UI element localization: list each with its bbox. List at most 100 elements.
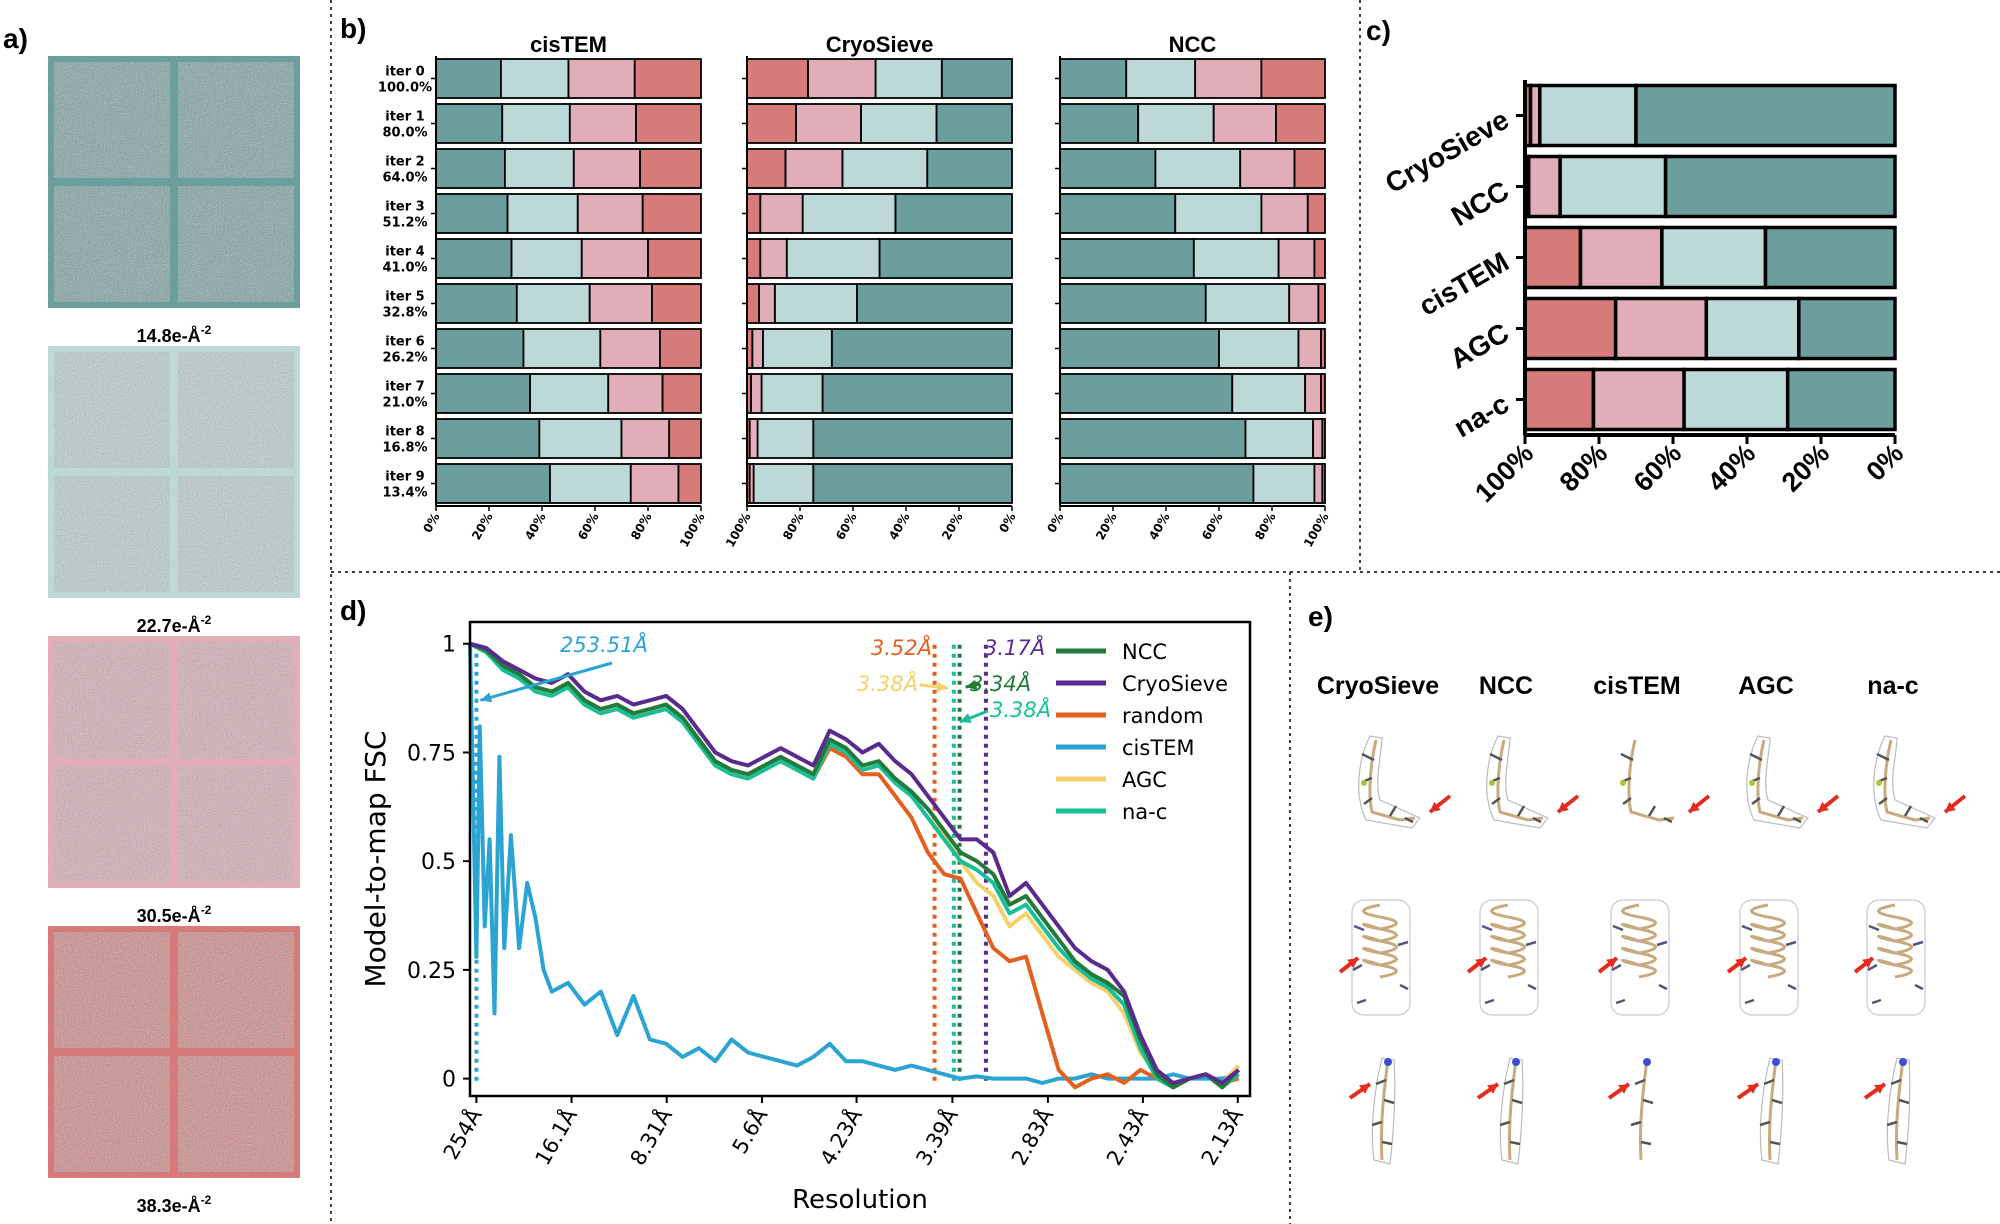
x-tick-label: 40% <box>1702 438 1761 497</box>
side-chains <box>1361 752 1414 824</box>
bar-segment <box>1320 373 1326 414</box>
red-arrow-head <box>1945 801 1956 812</box>
bar-segment <box>807 58 877 99</box>
panel-d-fsc-plot: 0 0.25 0.5 0.75 1 254Å 16.1Å 8.31Å 5.6Å 4.23Å 3.39… <box>359 620 1252 1215</box>
bar-segment <box>651 283 702 324</box>
bar-segment <box>1317 283 1326 324</box>
iteration-label: iter 4 <box>385 245 424 260</box>
annotation-random: 3.52Å <box>871 634 932 660</box>
bar-segment <box>841 148 929 189</box>
bar-segment <box>746 193 762 234</box>
y-tick-label: 0.25 <box>407 959 456 984</box>
iteration-label: iter 0 <box>385 65 424 80</box>
legend-label-na-c: na-c <box>1122 800 1167 824</box>
red-arrow-head <box>1359 1084 1370 1094</box>
side-chains <box>1749 752 1802 824</box>
panel-label-a: a) <box>3 23 28 54</box>
bar-segment <box>1059 103 1140 144</box>
y-axis-label: Model-to-map FSC <box>359 731 392 988</box>
density-mesh <box>1739 899 1799 1016</box>
method-title: CryoSieve <box>1317 672 1439 700</box>
bar-segment <box>677 463 702 504</box>
side-chains <box>1620 752 1673 824</box>
bar-segment <box>1591 367 1686 432</box>
x-tick-label: 0% <box>996 511 1018 536</box>
bar-segment <box>1125 58 1197 99</box>
bar-segment <box>746 238 762 279</box>
bar-segment <box>580 238 649 279</box>
side-chains <box>1489 752 1542 824</box>
bar-segment <box>1523 225 1583 290</box>
y-tick-label: 0 <box>442 1068 456 1093</box>
side-chains <box>1371 1078 1395 1146</box>
panel-label-e: e) <box>1308 601 1333 632</box>
side-chains <box>1759 1078 1783 1146</box>
x-tick-label: 20% <box>1093 511 1119 543</box>
bar-segment <box>1523 367 1596 432</box>
retention-label: 100.0% <box>378 81 432 96</box>
bar-segment <box>926 148 1013 189</box>
bar-segment <box>1558 154 1668 219</box>
legend-label-cistem: cisTEM <box>1122 736 1195 760</box>
x-tick-label: 100% <box>1301 511 1332 550</box>
bar-segment <box>746 58 809 99</box>
red-arrow-head <box>1430 801 1441 812</box>
bar-segment <box>1154 148 1242 189</box>
bar-segment <box>1613 296 1709 361</box>
bar-segment <box>576 193 644 234</box>
bar-segment <box>784 148 844 189</box>
bar-segment <box>435 418 541 459</box>
backbone-ribbon <box>1379 1059 1390 1161</box>
bar-segment <box>629 463 680 504</box>
density-mesh <box>1371 1057 1396 1165</box>
bar-segment <box>1218 328 1300 369</box>
bar-segment <box>1204 283 1291 324</box>
bar-segment <box>1275 103 1326 144</box>
bar-segment <box>1059 418 1247 459</box>
density-mesh <box>1486 735 1549 829</box>
backbone-ribbon <box>1368 739 1416 822</box>
bar-segment <box>773 283 858 324</box>
helix-ribbon <box>1877 903 1913 979</box>
density-mesh <box>1873 735 1936 829</box>
retention-label: 64.0% <box>382 171 427 186</box>
bar-segment <box>860 103 938 144</box>
bar-segment <box>620 418 671 459</box>
subplot-cistem: cisTEM 0% 20% 40% 60% 80% 100% <box>420 32 707 550</box>
legend-label-ncc: NCC <box>1122 640 1167 664</box>
retention-label: 26.2% <box>382 351 427 366</box>
micrograph-tile <box>54 766 170 882</box>
nitrogen-atom <box>1643 1058 1651 1066</box>
side-chains <box>1630 1078 1654 1146</box>
panel-separators <box>330 0 2000 1224</box>
bar-segment <box>752 463 815 504</box>
backbone-ribbon <box>1507 1059 1518 1161</box>
panel-label-d: d) <box>340 595 366 626</box>
nitrogen-atom <box>1512 1058 1520 1066</box>
backbone-ribbon <box>1496 739 1544 822</box>
x-tick-label: 16.1Å <box>529 1103 582 1169</box>
y-tick-label: 0.5 <box>421 850 456 875</box>
bar-segment <box>661 373 702 414</box>
legend-label-agc: AGC <box>1122 768 1167 792</box>
sulfur-atom <box>1361 780 1367 786</box>
nitrogen-atom <box>1772 1058 1780 1066</box>
bar-segment <box>1304 373 1322 414</box>
bar-segment <box>435 328 525 369</box>
y-tick-label: 1 <box>442 633 456 658</box>
bar-segment <box>748 418 759 459</box>
x-tick-label: 60% <box>1199 511 1225 543</box>
method-title: cisTEM <box>1593 672 1681 700</box>
bar-segment <box>599 328 661 369</box>
sulfur-atom <box>1620 780 1626 786</box>
annotation-arrow-ncc-head <box>965 679 978 690</box>
bar-segment <box>1763 225 1897 290</box>
bar-segment <box>1137 103 1215 144</box>
x-tick-label: 100% <box>723 511 754 550</box>
x-tick-label: 20% <box>469 511 495 543</box>
subplot-title: cisTEM <box>530 32 607 57</box>
bar-segment <box>639 148 702 189</box>
subplot-cryosieve: CryoSieve 100% 80% 60% 40% 20% 0% <box>723 32 1019 550</box>
